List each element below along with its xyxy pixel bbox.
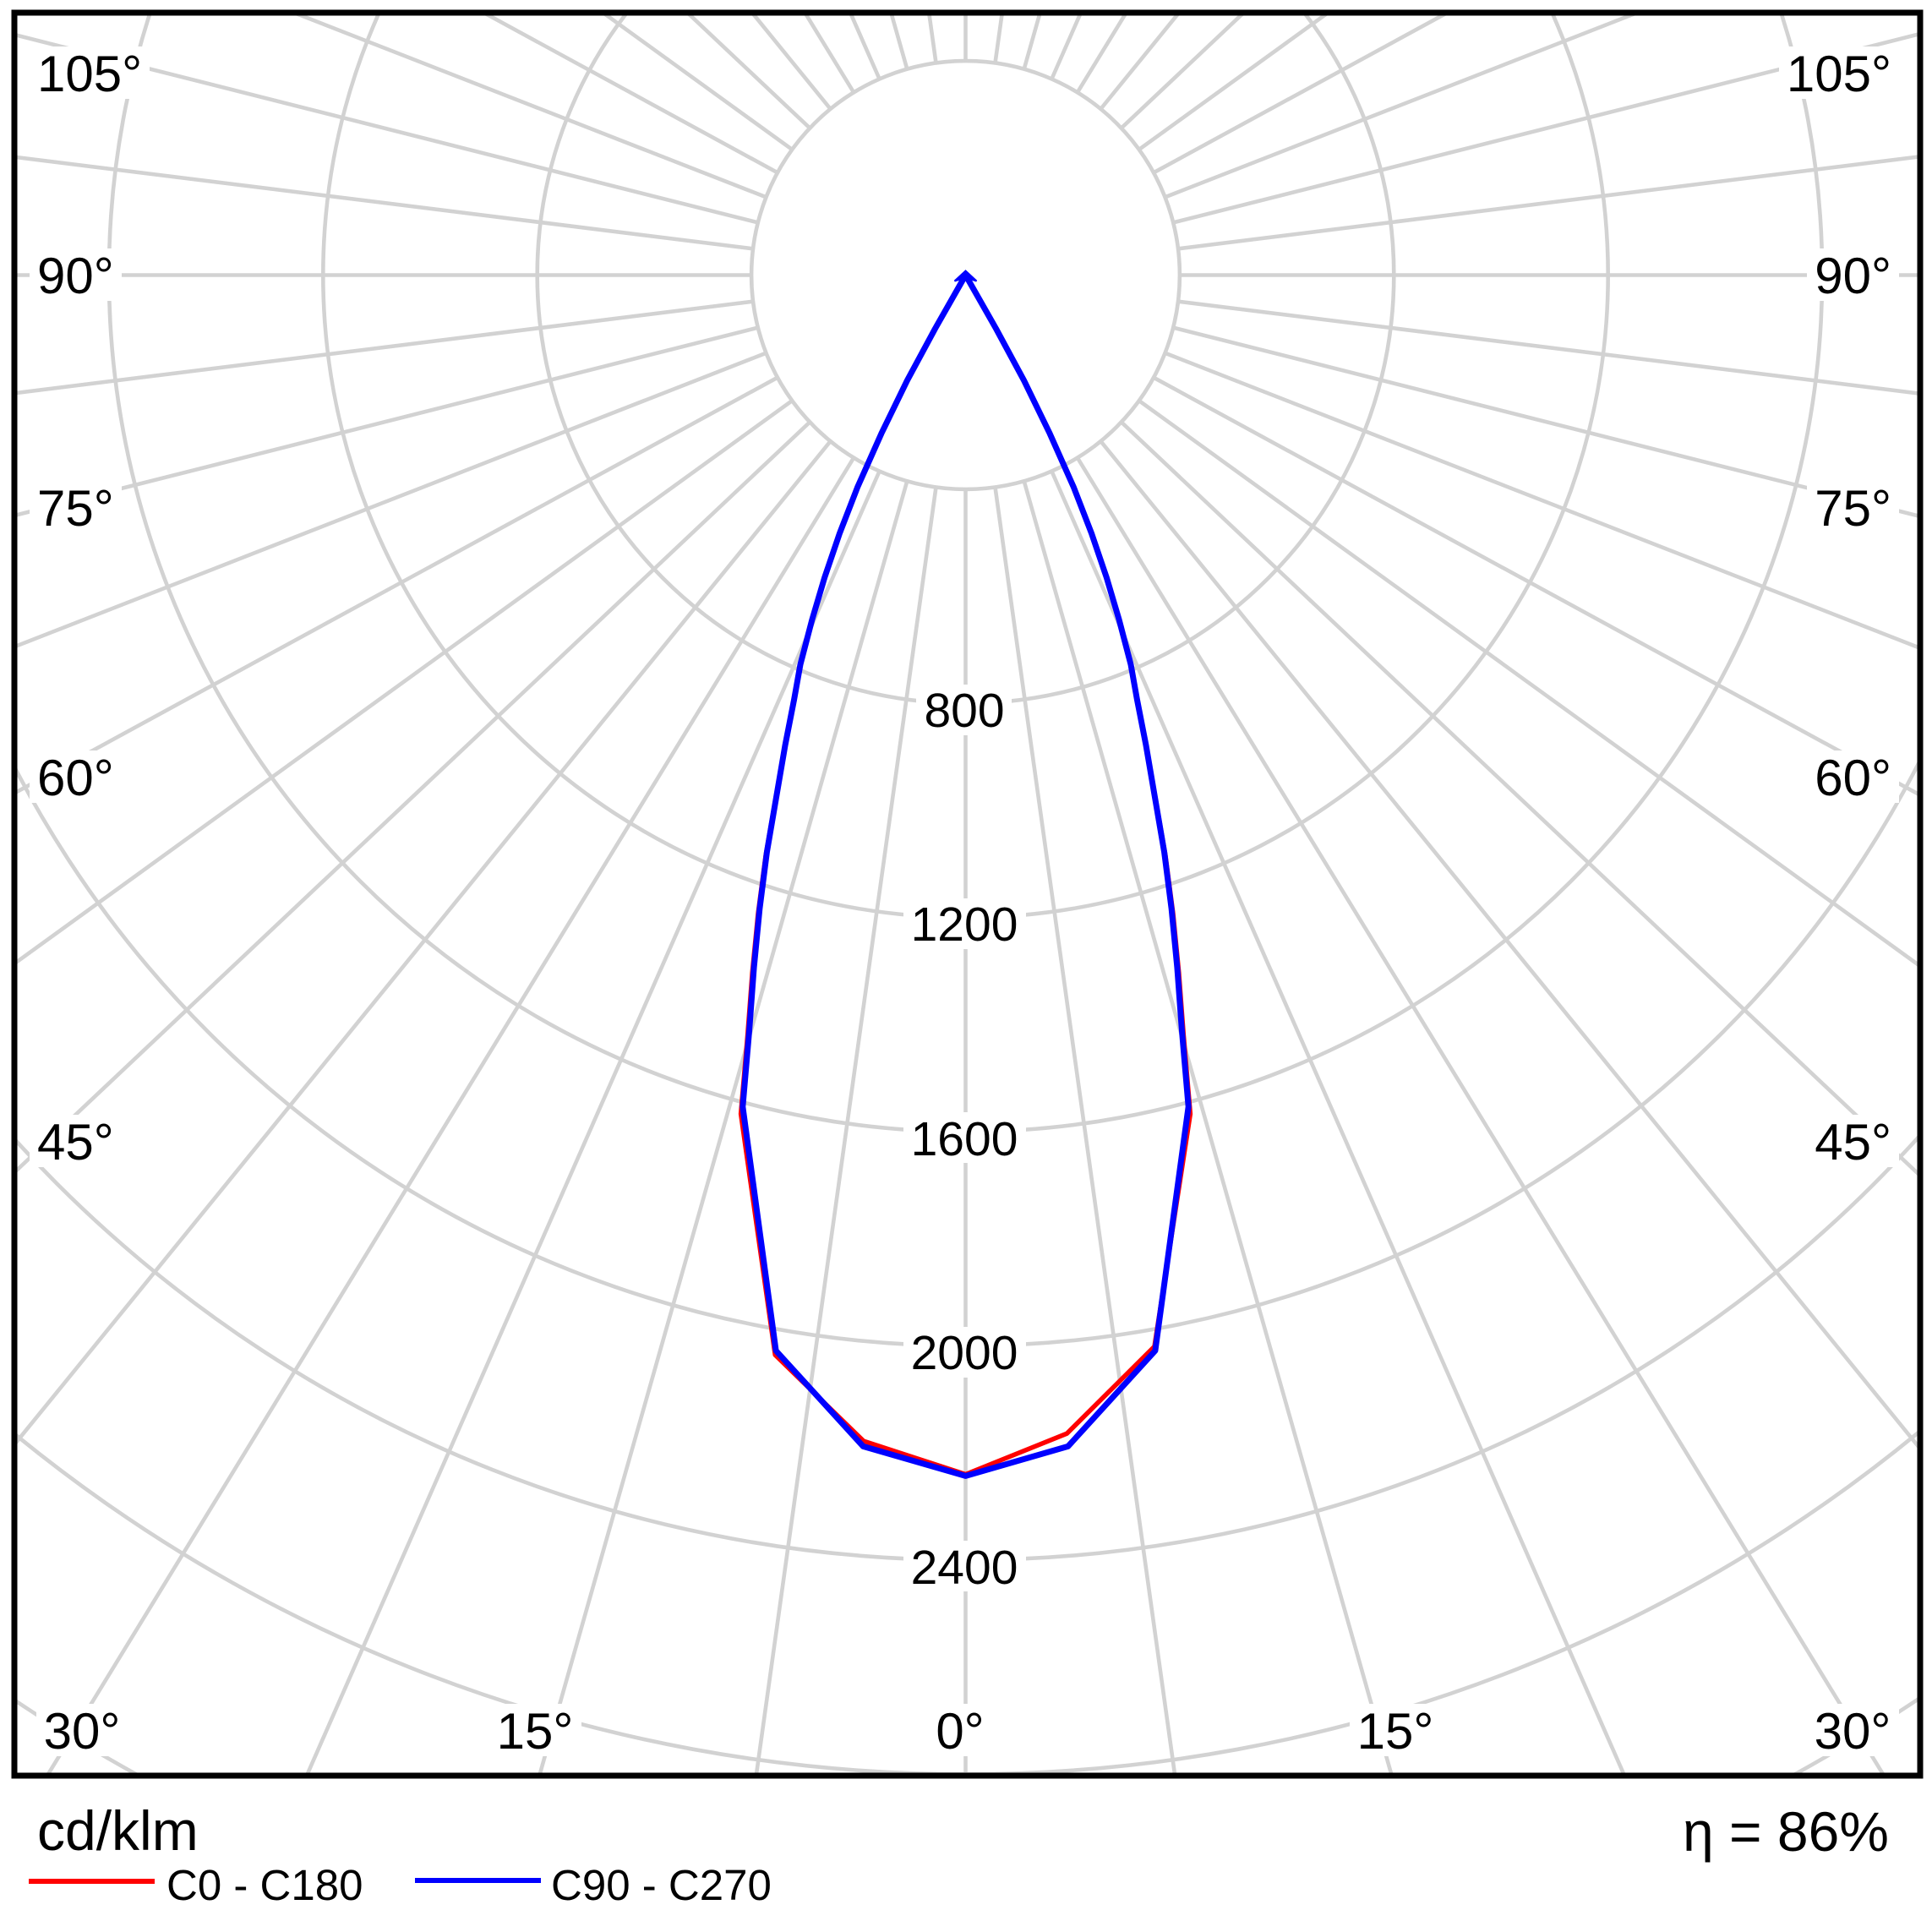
svg-text:800: 800 [924, 684, 1004, 738]
svg-text:90°: 90° [1815, 248, 1891, 304]
svg-text:C90 - C270: C90 - C270 [551, 1861, 772, 1909]
svg-text:15°: 15° [1357, 1703, 1434, 1760]
svg-text:60°: 60° [1815, 750, 1891, 806]
svg-text:1600: 1600 [911, 1112, 1018, 1166]
svg-text:30°: 30° [44, 1703, 121, 1760]
svg-text:C0 - C180: C0 - C180 [166, 1861, 363, 1909]
svg-text:2000: 2000 [911, 1326, 1018, 1380]
svg-text:2400: 2400 [911, 1541, 1018, 1595]
svg-text:1200: 1200 [911, 898, 1018, 952]
svg-text:75°: 75° [37, 480, 114, 537]
svg-text:60°: 60° [37, 750, 114, 806]
svg-text:75°: 75° [1815, 480, 1891, 537]
svg-text:105°: 105° [1787, 46, 1891, 102]
svg-text:15°: 15° [497, 1703, 574, 1760]
svg-text:cd/klm: cd/klm [37, 1799, 199, 1862]
svg-text:η = 86%: η = 86% [1683, 1800, 1889, 1863]
svg-text:45°: 45° [1815, 1114, 1891, 1171]
svg-text:0°: 0° [936, 1703, 984, 1760]
svg-text:45°: 45° [37, 1114, 114, 1171]
svg-text:30°: 30° [1815, 1703, 1891, 1760]
svg-text:105°: 105° [37, 46, 142, 102]
svg-text:90°: 90° [37, 248, 114, 304]
